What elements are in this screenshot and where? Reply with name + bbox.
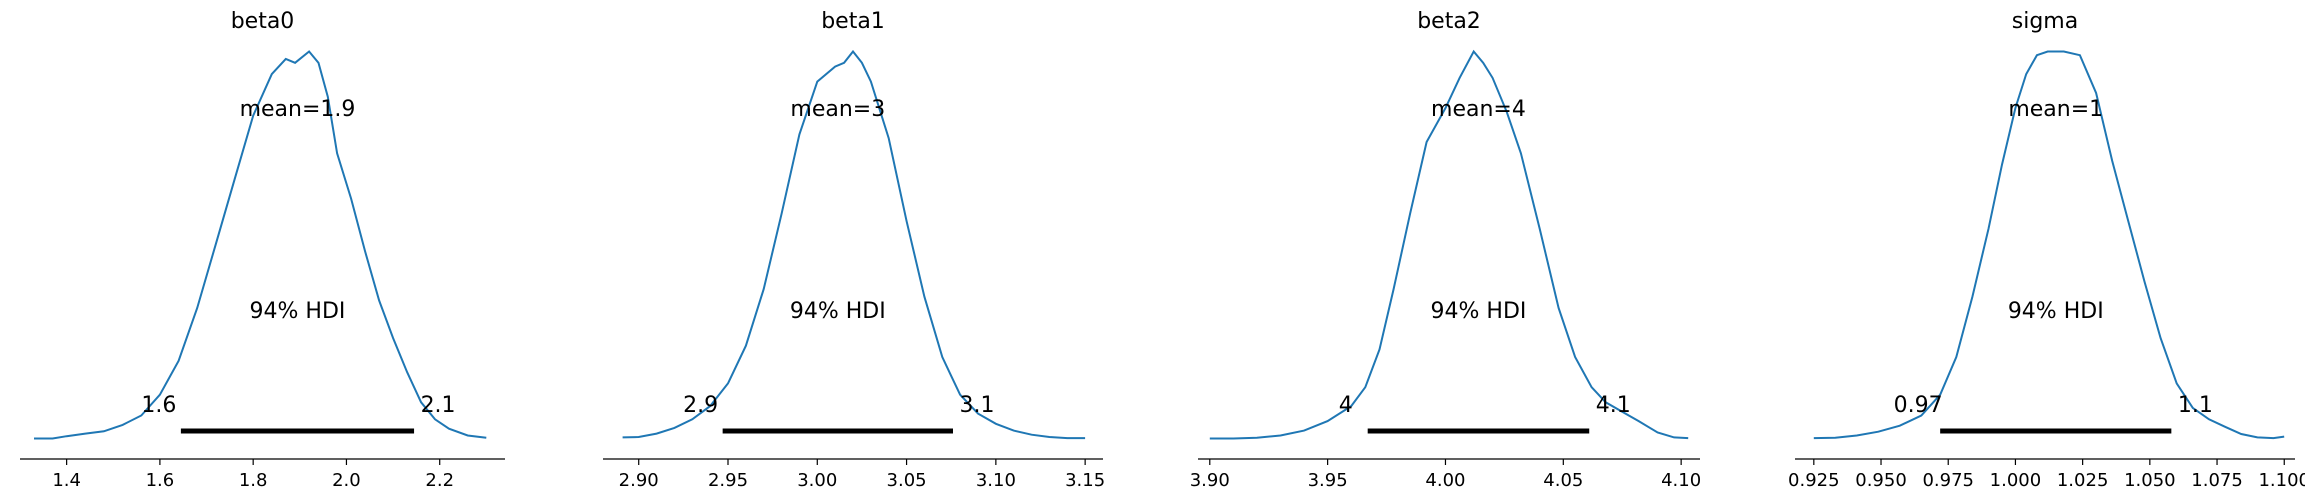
x-tick-label: 0.975	[1922, 470, 1974, 491]
x-tick-label: 1.8	[239, 470, 268, 491]
density-curve	[34, 50, 487, 440]
x-tick-label: 2.0	[332, 470, 361, 491]
x-axis-ticks: 1.4 1.6 1.8 2.0 2.2	[52, 459, 454, 491]
posterior-panel-beta0: beta0 mean=1.9 94% HDI 1.6 2.1 1.4 1.6 1.8…	[20, 9, 505, 491]
x-tick-label: 1.025	[2057, 470, 2109, 491]
x-tick-label: 4.00	[1425, 470, 1465, 491]
x-tick-label: 2.90	[619, 470, 659, 491]
x-tick-label: 4.10	[1661, 470, 1701, 491]
x-tick-label: 2.2	[425, 470, 454, 491]
hdi-low-label: 2.9	[683, 393, 718, 418]
x-tick-label: 1.100	[2258, 470, 2305, 491]
hdi-label: 94% HDI	[250, 299, 346, 324]
x-tick-label: 3.15	[1065, 470, 1105, 491]
panel-title: beta0	[231, 9, 295, 34]
hdi-label: 94% HDI	[2008, 299, 2104, 324]
hdi-high-label: 2.1	[421, 393, 456, 418]
mean-label: mean=1.9	[240, 97, 356, 122]
hdi-low-label: 1.6	[141, 393, 176, 418]
x-axis-ticks: 2.90 2.95 3.00 3.05 3.10 3.15	[619, 459, 1105, 491]
x-tick-label: 3.10	[976, 470, 1016, 491]
density-curve	[1209, 49, 1689, 440]
x-tick-label: 1.4	[52, 470, 81, 491]
x-tick-label: 0.925	[1788, 470, 1840, 491]
x-tick-label: 3.90	[1190, 470, 1230, 491]
x-axis-ticks: 3.90 3.95 4.00 4.05 4.10	[1190, 459, 1701, 491]
posterior-panel-sigma: sigma mean=1 94% HDI 0.97 1.1 0.925 0.950…	[1788, 9, 2305, 491]
x-tick-label: 1.6	[146, 470, 175, 491]
hdi-label: 94% HDI	[790, 299, 886, 324]
panel-title: beta1	[821, 9, 885, 34]
mean-label: mean=1	[2008, 97, 2103, 122]
hdi-low-label: 0.97	[1894, 393, 1943, 418]
x-tick-label: 4.05	[1543, 470, 1583, 491]
density-curve	[622, 49, 1086, 440]
x-tick-label: 0.950	[1855, 470, 1907, 491]
hdi-high-label: 1.1	[2178, 393, 2213, 418]
hdi-high-label: 4.1	[1596, 393, 1631, 418]
x-tick-label: 3.95	[1308, 470, 1348, 491]
mean-label: mean=3	[790, 97, 885, 122]
panel-title: beta2	[1417, 9, 1481, 34]
hdi-label: 94% HDI	[1431, 299, 1527, 324]
posterior-panel-beta2: beta2 mean=4 94% HDI 4 4.1 3.90 3.95 4.00 4…	[1190, 9, 1701, 491]
density-curve	[1813, 50, 2285, 440]
x-tick-label: 3.00	[797, 470, 837, 491]
x-tick-label: 2.95	[708, 470, 748, 491]
x-axis-ticks: 0.925 0.950 0.975 1.000 1.025 1.050 1.075 1.100	[1788, 459, 2305, 491]
x-tick-label: 3.05	[887, 470, 927, 491]
x-tick-label: 1.050	[2124, 470, 2176, 491]
x-tick-label: 1.000	[1990, 470, 2042, 491]
panel-title: sigma	[2012, 9, 2078, 34]
hdi-low-label: 4	[1339, 393, 1353, 418]
mean-label: mean=4	[1431, 97, 1526, 122]
posterior-panel-beta1: beta1 mean=3 94% HDI 2.9 3.1 2.90 2.95 3.0…	[603, 9, 1105, 491]
hdi-high-label: 3.1	[960, 393, 995, 418]
x-tick-label: 1.075	[2191, 470, 2243, 491]
